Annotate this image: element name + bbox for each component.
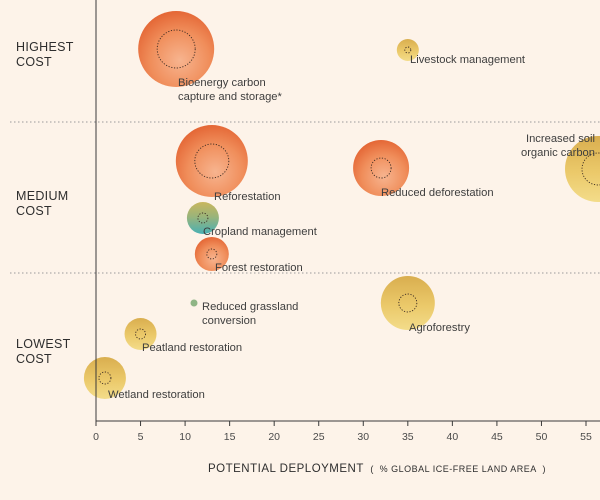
x-axis-title: POTENTIAL DEPLOYMENT ( % GLOBAL ICE-FREE… (208, 463, 546, 475)
x-tick-label: 0 (93, 431, 99, 443)
x-tick-label: 5 (138, 431, 144, 443)
band-label-highest: HIGHEST COST (16, 40, 77, 69)
bubble-bioenergy-carbon-capture-and-storage (138, 11, 215, 87)
label-wetland-restoration: Wetland restoration (108, 389, 205, 401)
x-axis-title-open-paren: ( (370, 464, 374, 474)
x-tick-label: 30 (357, 431, 369, 443)
bubble-inner-forest-restoration (206, 248, 218, 260)
label-agroforestry: Agroforestry (409, 322, 470, 334)
bubble-inner-agroforestry (398, 293, 418, 313)
bubble-layer: Bioenergy carbon capture and storage* Live… (83, 11, 600, 401)
x-axis-title-unit: % GLOBAL ICE-FREE LAND AREA (380, 464, 537, 474)
bubble-cropland-management (186, 202, 219, 234)
bubble-inner-wetland-restoration (98, 371, 112, 385)
label-reduced-deforestation: Reduced deforestation (381, 187, 494, 199)
bubble-agroforestry (380, 276, 435, 330)
bubble-wetland-restoration (83, 357, 126, 399)
bubble-increased-soil-organic-carbon (565, 136, 600, 202)
label-reforestation: Reforestation (214, 191, 281, 203)
bubble-livestock-management (396, 39, 419, 61)
bubble-inner-peatland-restoration (135, 328, 146, 340)
label-peatland-restoration: Peatland restoration (142, 342, 242, 354)
bubble-inner-bioenergy-carbon-capture-and-storage (156, 29, 196, 69)
bubble-inner-livestock-management (404, 46, 412, 54)
x-axis-title-main: POTENTIAL DEPLOYMENT (208, 463, 364, 475)
label-bioenergy-carbon-capture-and-storage: Bioenergy carbon capture and storage* (178, 77, 283, 103)
x-tick-label: 45 (491, 431, 503, 443)
label-reduced-grassland-conversion: Reduced grassland conversion (202, 301, 298, 327)
bubble-reduced-deforestation (353, 140, 410, 196)
x-axis-ticks: 0 5 10 15 20 25 30 35 40 45 50 55 (93, 421, 592, 443)
x-tick-label: 55 (580, 431, 592, 443)
bubble-forest-restoration (194, 237, 229, 271)
x-tick-label: 20 (268, 431, 280, 443)
x-axis-title-close-paren: ) (543, 464, 547, 474)
x-tick-label: 10 (179, 431, 191, 443)
bubble-inner-reduced-deforestation (370, 157, 392, 179)
bubble-inner-cropland-management (197, 212, 209, 224)
bubble-inner-reforestation (194, 143, 230, 179)
x-tick-label: 40 (447, 431, 459, 443)
label-livestock-management: Livestock management (410, 54, 526, 66)
bubble-reduced-grassland-conversion (190, 299, 198, 307)
x-tick-label: 35 (402, 431, 414, 443)
band-label-medium: MEDIUM COST (16, 189, 72, 218)
bubble-peatland-restoration (124, 318, 157, 350)
x-tick-label: 15 (224, 431, 236, 443)
bubble-reforestation (175, 125, 248, 197)
label-increased-soil-organic-carbon: Increased soil organic carbon (521, 133, 595, 159)
label-cropland-management: Cropland management (203, 226, 318, 238)
band-label-lowest: LOWEST COST (16, 337, 74, 366)
x-tick-label: 50 (536, 431, 548, 443)
label-forest-restoration: Forest restoration (215, 262, 303, 274)
x-tick-label: 25 (313, 431, 325, 443)
